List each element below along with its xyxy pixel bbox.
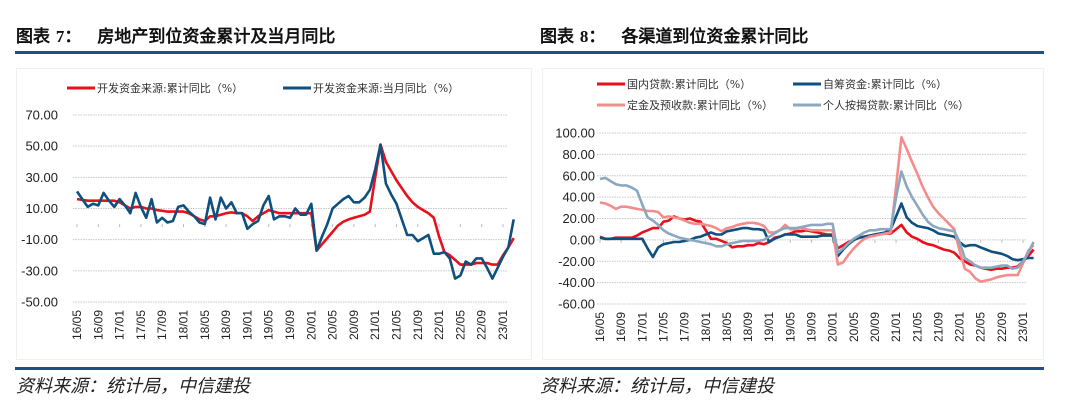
source-note: 资料来源：统计局，中信建投: [540, 376, 774, 397]
y-tick-label: 40.00: [562, 190, 595, 205]
x-tick-label: 18/01: [699, 312, 713, 342]
x-tick-label: 16/05: [70, 310, 84, 340]
x-tick-label: 20/01: [304, 310, 318, 340]
x-tick-label: 21/09: [931, 312, 945, 342]
x-tick-label: 21/05: [390, 310, 404, 340]
figure-colon: ：: [64, 27, 82, 47]
x-tick-label: 20/09: [347, 310, 361, 340]
title-rule: [540, 51, 1044, 54]
source-rule: [15, 367, 540, 370]
x-tick-label: 19/01: [762, 312, 776, 342]
x-tick-label: 18/01: [177, 310, 191, 340]
source-rule: [540, 367, 1044, 370]
x-tick-label: 17/01: [635, 312, 649, 342]
y-tick-label: 30.00: [25, 170, 58, 185]
x-tick-label: 22/05: [453, 310, 467, 340]
y-tick-label: 60.00: [562, 168, 595, 183]
figure-7-title: 图表 7： 房地产到位资金累计及当月同比: [16, 22, 335, 47]
x-tick-label: 16/09: [614, 312, 628, 342]
x-tick-label: 19/05: [262, 310, 276, 340]
y-tick-label: 10.00: [25, 201, 58, 216]
x-tick-label: 18/05: [198, 310, 212, 340]
source-note: 资料来源：统计局，中信建投: [16, 376, 250, 397]
figure-label: 图表: [540, 27, 574, 47]
x-tick-label: 20/09: [868, 312, 882, 342]
series-line-4: [599, 170, 1035, 270]
x-tick-label: 19/05: [783, 312, 797, 342]
y-tick-label: 20.00: [562, 211, 595, 226]
series-line-3: [599, 136, 1035, 283]
y-tick-label: -30.00: [21, 263, 58, 278]
figure-number: 8: [579, 27, 589, 46]
x-tick-label: 20/05: [847, 312, 861, 342]
x-tick-label: 16/09: [91, 310, 105, 340]
y-tick-label: 50.00: [25, 139, 58, 154]
figure-8-title: 图表 8： 各渠道到位资金累计同比: [540, 22, 808, 47]
x-tick-label: 21/05: [910, 312, 924, 342]
x-tick-label: 22/01: [953, 312, 967, 342]
legend-label: 个人按揭贷款:累计同比（%）: [823, 98, 969, 112]
figure-colon: ：: [588, 27, 606, 47]
x-tick-label: 17/05: [134, 310, 148, 340]
x-tick-label: 21/01: [368, 310, 382, 340]
x-tick-label: 20/01: [826, 312, 840, 342]
x-tick-label: 17/09: [155, 310, 169, 340]
series-line-2: [75, 143, 515, 280]
x-tick-label: 21/01: [889, 312, 903, 342]
y-tick-label: 0.00: [570, 232, 595, 247]
chart-panel-right: [542, 68, 1044, 360]
y-tick-label: -60.00: [558, 297, 595, 312]
x-tick-label: 17/01: [113, 310, 127, 340]
title-rule: [15, 51, 540, 54]
x-tick-label: 22/05: [974, 312, 988, 342]
x-tick-label: 23/01: [1016, 312, 1030, 342]
x-tick-label: 22/01: [432, 310, 446, 340]
x-tick-label: 20/05: [326, 310, 340, 340]
legend-label: 开发资金来源:当月同比（%）: [313, 81, 459, 95]
x-tick-label: 21/09: [411, 310, 425, 340]
y-tick-label: -40.00: [558, 275, 595, 290]
x-tick-label: 18/05: [720, 312, 734, 342]
x-tick-label: 18/09: [741, 312, 755, 342]
y-tick-label: -10.00: [21, 232, 58, 247]
legend-label: 定金及预收款:累计同比（%）: [627, 98, 773, 112]
figure-title-text: 房地产到位资金累计及当月同比: [97, 27, 336, 47]
x-tick-label: 19/09: [805, 312, 819, 342]
x-tick-label: 17/09: [678, 312, 692, 342]
y-tick-label: -20.00: [558, 254, 595, 269]
legend-label: 国内贷款:累计同比（%）: [627, 77, 751, 91]
y-tick-label: 80.00: [562, 147, 595, 162]
y-tick-label: -50.00: [21, 295, 58, 310]
x-tick-label: 16/05: [593, 312, 607, 342]
y-tick-label: 100.00: [555, 126, 595, 141]
x-tick-label: 23/01: [496, 310, 510, 340]
x-tick-label: 17/05: [656, 312, 670, 342]
x-tick-label: 22/09: [995, 312, 1009, 342]
figure-title-text: 各渠道到位资金累计同比: [621, 27, 809, 47]
chart-left: 70.00 50.00 30.00 10.00 -10.00 -30.00 -50.00 16…: [21, 81, 515, 340]
x-tick-label: 19/09: [283, 310, 297, 340]
legend-label: 自筹资金:累计同比（%）: [823, 77, 947, 91]
x-tick-label: 19/01: [240, 310, 254, 340]
figure-number: 7: [55, 27, 65, 46]
x-tick-label: 22/09: [475, 310, 489, 340]
legend-label: 开发资金来源:累计同比（%）: [97, 81, 243, 95]
figure-label: 图表: [16, 27, 50, 47]
y-tick-label: 70.00: [25, 108, 58, 123]
x-tick-label: 18/09: [219, 310, 233, 340]
